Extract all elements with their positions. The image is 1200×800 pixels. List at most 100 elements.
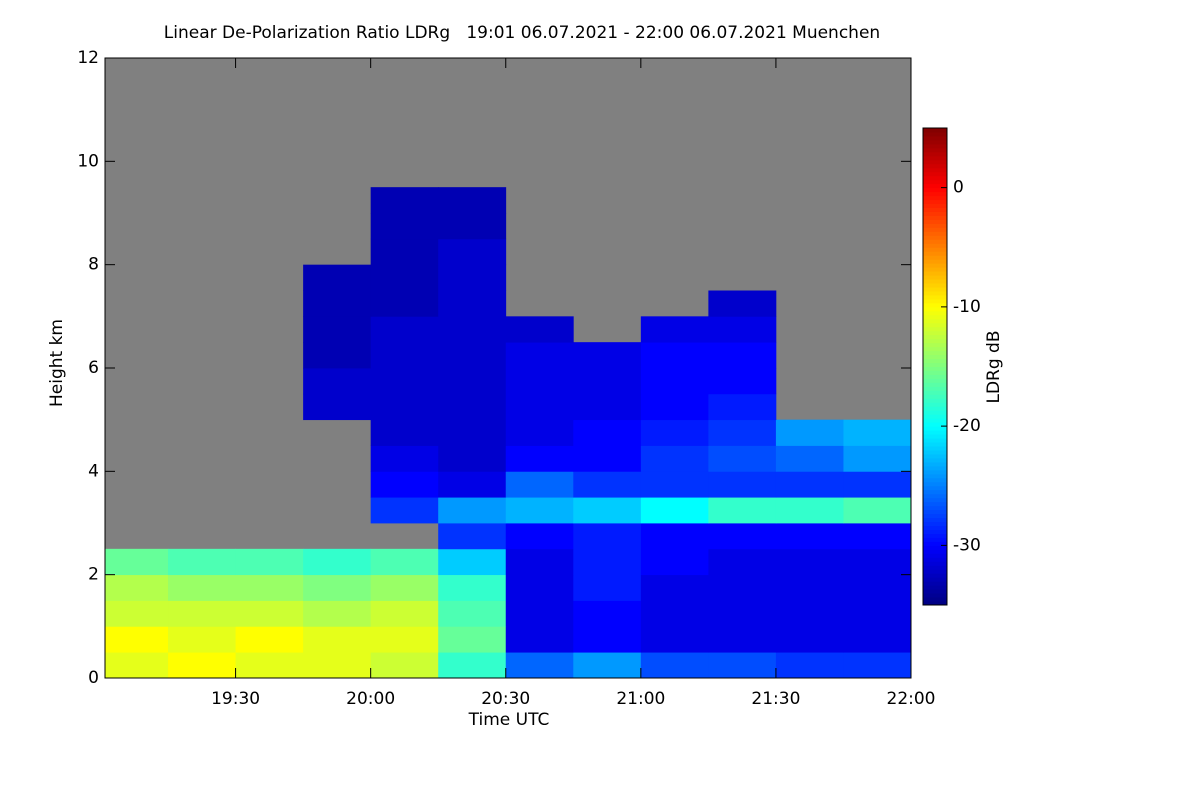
colorbar-segment (923, 191, 947, 197)
colorbar-tick-label: -10 (953, 297, 981, 317)
colorbar-segment (923, 485, 947, 491)
heatmap-cell (370, 419, 439, 446)
heatmap-cell (235, 548, 304, 576)
heatmap-cell (235, 574, 304, 601)
colorbar-segment (923, 374, 947, 379)
heatmap-cell (775, 445, 844, 472)
colorbar-segment (923, 326, 947, 332)
heatmap-cell (843, 652, 912, 679)
colorbar-segment (923, 235, 947, 240)
colorbar-segment (923, 402, 947, 407)
colorbar-segment (923, 378, 947, 383)
colorbar-segment (923, 187, 947, 193)
colorbar-segment (923, 298, 947, 304)
heatmap-cell (505, 548, 574, 576)
heatmap-cell (370, 652, 439, 679)
heatmap-cell (438, 600, 507, 627)
heatmap-cell (505, 652, 574, 679)
heatmap-cell (303, 626, 372, 653)
heatmap-cell (105, 548, 169, 576)
colorbar-segment (923, 473, 947, 479)
colorbar-segment (923, 493, 947, 499)
colorbar-segment (923, 163, 947, 169)
colorbar-segment (923, 283, 947, 288)
heatmap-cell (640, 368, 709, 395)
heatmap-cell (438, 652, 507, 679)
heatmap-cell (708, 368, 777, 395)
colorbar-segment (923, 593, 947, 598)
colorbar-segment (923, 549, 947, 554)
heatmap-cell (235, 626, 304, 653)
colorbar-segment (923, 247, 947, 252)
heatmap-cell (303, 316, 372, 343)
heatmap-cell (370, 445, 439, 472)
colorbar-segment (923, 370, 947, 375)
colorbar-segment (923, 271, 947, 276)
heatmap-cell (438, 523, 507, 550)
colorbar-segment (923, 457, 947, 463)
colorbar-segment (923, 195, 947, 201)
colorbar-segment (923, 414, 947, 419)
colorbar-segment (923, 545, 947, 550)
heatmap-cell (438, 238, 507, 266)
colorbar-segment (923, 537, 947, 542)
colorbar-segment (923, 406, 947, 411)
x-axis-label: Time UTC (468, 710, 550, 730)
heatmap-cell (505, 574, 574, 601)
colorbar-segment (923, 227, 947, 232)
colorbar-segment (923, 287, 947, 292)
colorbar-segment (923, 139, 947, 145)
heatmap-cell (303, 574, 372, 601)
colorbar-segment (923, 167, 947, 173)
heatmap-cell (438, 497, 507, 524)
heatmap-cell (708, 290, 777, 317)
colorbar-segment (923, 310, 947, 316)
heatmap-cell (640, 316, 709, 343)
heatmap-cell (708, 600, 777, 627)
heatmap-cell (438, 548, 507, 576)
x-tick-label: 22:00 (887, 689, 936, 709)
heatmap-cell (843, 600, 912, 627)
heatmap-cell (505, 445, 574, 472)
colorbar-segment (923, 147, 947, 153)
colorbar-segment (923, 481, 947, 487)
heatmap-cell (708, 574, 777, 601)
heatmap-cell (640, 523, 709, 550)
heatmap-cell (505, 316, 574, 343)
heatmap-cell (370, 264, 439, 291)
colorbar-segment (923, 243, 947, 248)
colorbar-segment (923, 131, 947, 137)
heatmap-cell (573, 471, 642, 498)
heatmap-cell (235, 600, 304, 627)
colorbar-segment (923, 203, 947, 208)
x-tick-label: 20:00 (346, 689, 395, 709)
heatmap-cell (843, 574, 912, 601)
heatmap-cell (303, 264, 372, 291)
colorbar-segment (923, 422, 947, 427)
colorbar-segment (923, 465, 947, 471)
colorbar-segment (923, 553, 947, 558)
colorbar-segment (923, 151, 947, 157)
colorbar-segment (923, 569, 947, 574)
heatmap-cell (775, 652, 844, 679)
heatmap-cell (370, 548, 439, 576)
heatmap-cell (505, 523, 574, 550)
colorbar-segment (923, 533, 947, 538)
heatmap-cell (505, 626, 574, 653)
colorbar-segment (923, 529, 947, 534)
colorbar-segment (923, 557, 947, 562)
x-tick-label: 21:30 (751, 689, 800, 709)
colorbar-segment (923, 418, 947, 423)
colorbar-segment (923, 426, 947, 431)
heatmap-cell (573, 523, 642, 550)
heatmap-cell (505, 419, 574, 446)
colorbar-segment (923, 449, 947, 455)
colorbar-segment (923, 223, 947, 228)
colorbar-segment (923, 267, 947, 272)
heatmap-cell (775, 600, 844, 627)
heatmap-cell (640, 574, 709, 601)
colorbar-segment (923, 461, 947, 467)
heatmap-cell (505, 471, 574, 498)
y-tick-label: 4 (88, 461, 99, 481)
heatmap-cell (438, 368, 507, 395)
